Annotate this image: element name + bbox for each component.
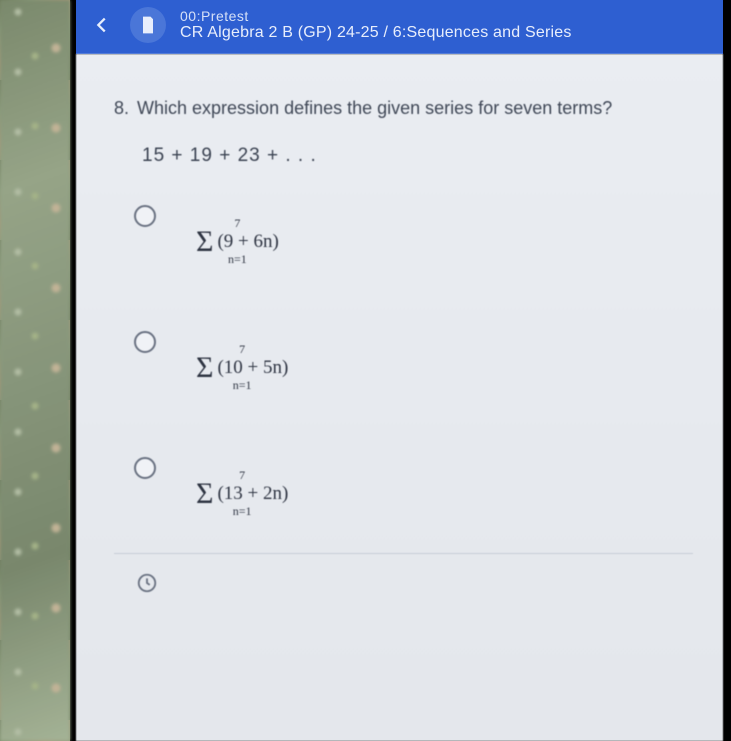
back-button[interactable] bbox=[88, 11, 116, 39]
header-text-block: 00:Pretest CR Algebra 2 B (GP) 24-25 / 6… bbox=[180, 8, 572, 42]
question-prompt: 8. Which expression defines the given se… bbox=[114, 98, 693, 119]
sigma-symbol: Σ bbox=[196, 229, 213, 255]
sigma-body: (9 + 6n) bbox=[217, 231, 278, 253]
sigma-lower: n=1 bbox=[233, 379, 252, 391]
sigma-body: (13 + 2n) bbox=[217, 483, 288, 505]
option-divider bbox=[114, 553, 693, 554]
series-expression: 15 + 19 + 23 + . . . bbox=[142, 145, 693, 167]
answer-option-3[interactable]: 7 Σ (13 + 2n) n=1 bbox=[134, 455, 693, 517]
document-icon bbox=[138, 15, 158, 35]
question-number: 8. bbox=[114, 98, 129, 119]
app-header: 00:Pretest CR Algebra 2 B (GP) 24-25 / 6… bbox=[76, 0, 723, 54]
sigma-expression-1: 7 Σ (9 + 6n) n=1 bbox=[196, 217, 279, 265]
device-frame: 00:Pretest CR Algebra 2 B (GP) 24-25 / 6… bbox=[70, 0, 731, 741]
question-content: 8. Which expression defines the given se… bbox=[76, 54, 723, 741]
radio-option-2[interactable] bbox=[134, 331, 156, 353]
header-title: CR Algebra 2 B (GP) 24-25 / 6:Sequences … bbox=[180, 24, 572, 42]
clock-icon bbox=[136, 572, 158, 594]
radio-option-1[interactable] bbox=[134, 205, 156, 227]
timer-button[interactable] bbox=[136, 572, 158, 594]
sigma-expression-3: 7 Σ (13 + 2n) n=1 bbox=[196, 469, 288, 517]
sigma-upper: 7 bbox=[239, 469, 245, 481]
photo-background-margin bbox=[0, 0, 70, 741]
assignment-avatar bbox=[130, 7, 166, 43]
header-pretitle: 00:Pretest bbox=[180, 8, 572, 24]
sigma-body: (10 + 5n) bbox=[217, 357, 288, 379]
sigma-upper: 7 bbox=[234, 217, 240, 229]
sigma-symbol: Σ bbox=[196, 355, 213, 381]
sigma-symbol: Σ bbox=[196, 481, 213, 507]
arrow-left-icon bbox=[91, 14, 113, 36]
radio-option-3[interactable] bbox=[134, 457, 156, 479]
sigma-lower: n=1 bbox=[228, 253, 247, 265]
sigma-expression-2: 7 Σ (10 + 5n) n=1 bbox=[196, 343, 288, 391]
answer-options: 7 Σ (9 + 6n) n=1 7 Σ (10 + 5n) n=1 bbox=[134, 203, 693, 517]
answer-option-1[interactable]: 7 Σ (9 + 6n) n=1 bbox=[134, 203, 693, 265]
sigma-upper: 7 bbox=[239, 343, 245, 355]
question-text: Which expression defines the given serie… bbox=[137, 98, 612, 119]
sigma-lower: n=1 bbox=[233, 505, 252, 517]
answer-option-2[interactable]: 7 Σ (10 + 5n) n=1 bbox=[134, 329, 693, 391]
